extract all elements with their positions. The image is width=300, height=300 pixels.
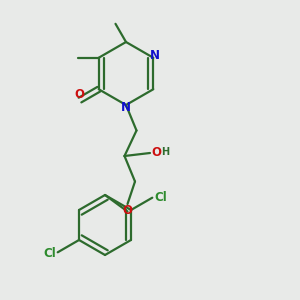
- Text: N: N: [121, 101, 131, 114]
- Text: H: H: [161, 147, 169, 157]
- Text: O: O: [74, 88, 85, 100]
- Text: O: O: [152, 146, 161, 159]
- Text: O: O: [122, 204, 132, 217]
- Text: N: N: [149, 49, 160, 62]
- Text: Cl: Cl: [154, 191, 167, 204]
- Text: Cl: Cl: [43, 247, 56, 260]
